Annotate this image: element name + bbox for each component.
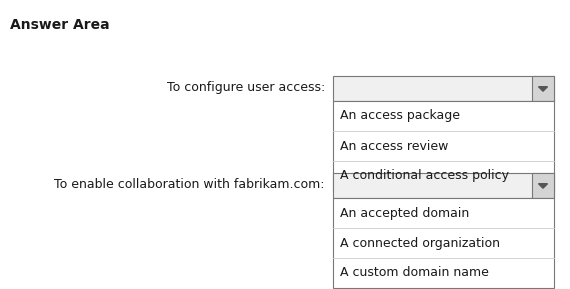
FancyBboxPatch shape xyxy=(333,76,554,101)
Text: To configure user access:: To configure user access: xyxy=(167,81,325,95)
Text: An access package: An access package xyxy=(340,110,460,123)
Polygon shape xyxy=(539,184,548,188)
FancyBboxPatch shape xyxy=(333,101,554,191)
Text: To enable collaboration with fabrikam.com:: To enable collaboration with fabrikam.co… xyxy=(55,179,325,192)
Text: A conditional access policy: A conditional access policy xyxy=(340,170,509,182)
Text: Answer Area: Answer Area xyxy=(10,18,109,32)
Polygon shape xyxy=(539,87,548,91)
Text: An access review: An access review xyxy=(340,140,449,153)
FancyBboxPatch shape xyxy=(333,173,554,198)
FancyBboxPatch shape xyxy=(333,198,554,288)
Text: An accepted domain: An accepted domain xyxy=(340,207,469,220)
Text: A connected organization: A connected organization xyxy=(340,236,500,249)
FancyBboxPatch shape xyxy=(532,173,554,198)
Text: A custom domain name: A custom domain name xyxy=(340,266,489,279)
FancyBboxPatch shape xyxy=(532,76,554,101)
